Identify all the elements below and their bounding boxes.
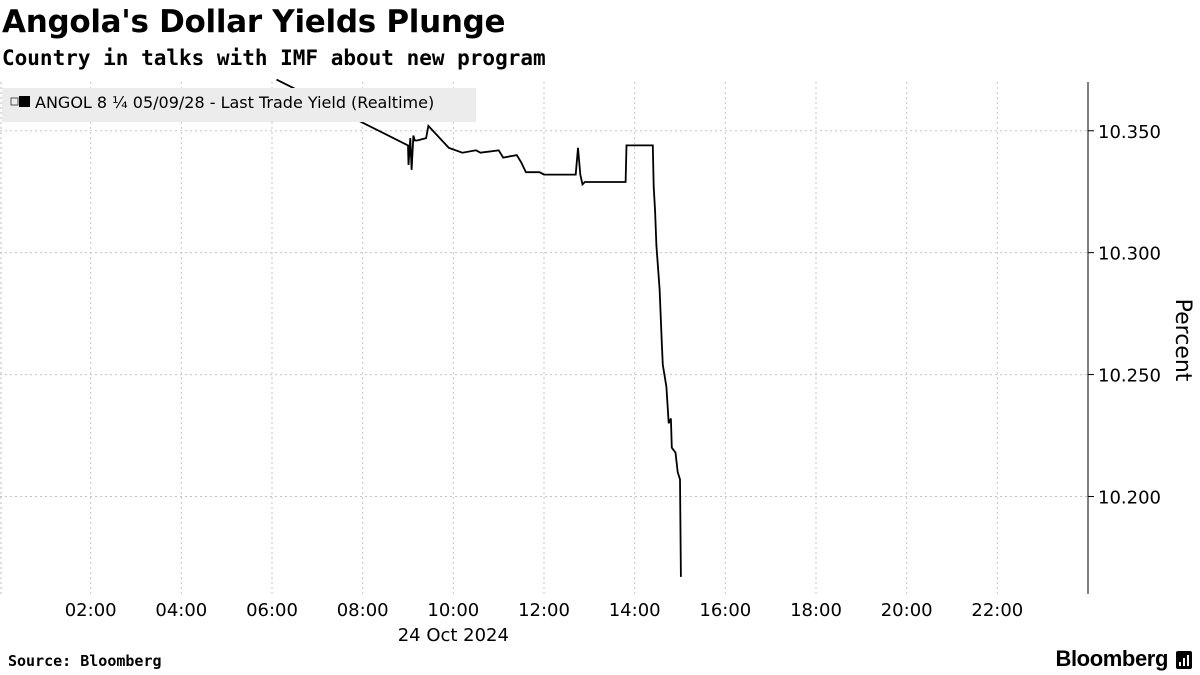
legend: ANGOL 8 ¼ 05/09/28 - Last Trade Yield (R… — [2, 88, 476, 122]
legend-toggle-icon — [10, 97, 19, 106]
y-tick-label: 10.300 — [1098, 244, 1161, 265]
legend-background — [2, 88, 476, 122]
x-tick-label: 10:00 — [427, 600, 479, 621]
chart-title: Angola's Dollar Yields Plunge — [2, 4, 506, 40]
x-tick-label: 16:00 — [699, 600, 751, 621]
source-note: Source: Bloomberg — [8, 652, 162, 670]
legend-swatch — [19, 96, 30, 107]
x-tick-label: 20:00 — [881, 600, 933, 621]
x-tick-label: 06:00 — [246, 600, 298, 621]
x-tick-label: 12:00 — [518, 600, 570, 621]
x-tick-label: 08:00 — [337, 600, 389, 621]
brand-logo: Bloomberg — [1055, 646, 1168, 671]
x-axis-label: 24 Oct 2024 — [398, 625, 509, 646]
x-tick-label: 02:00 — [65, 600, 117, 621]
x-tick-label: 22:00 — [971, 600, 1023, 621]
x-tick-label: 18:00 — [790, 600, 842, 621]
bloomberg-bars-icon — [1176, 651, 1192, 669]
legend-entry: ANGOL 8 ¼ 05/09/28 - Last Trade Yield (R… — [35, 93, 434, 112]
y-tick-label: 10.350 — [1098, 122, 1161, 143]
y-tick-label: 10.200 — [1098, 487, 1161, 508]
chart-subtitle: Country in talks with IMF about new prog… — [2, 46, 546, 70]
x-tick-label: 14:00 — [609, 600, 661, 621]
y-axis-label: Percent — [1170, 299, 1195, 382]
y-tick-label: 10.250 — [1098, 366, 1161, 387]
x-tick-label: 04:00 — [155, 600, 207, 621]
series-line — [276, 78, 682, 577]
